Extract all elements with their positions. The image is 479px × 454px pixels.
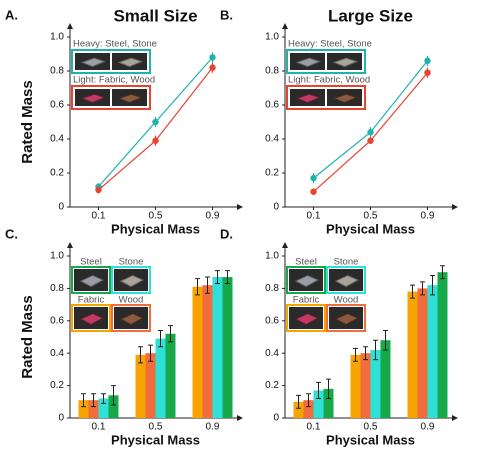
y-tick-label: 0.2 (265, 168, 279, 179)
legend-label: Fabric (293, 295, 320, 306)
point (367, 129, 373, 135)
bar (223, 277, 233, 418)
point (152, 138, 158, 144)
y-tick-label: 0.2 (265, 380, 279, 391)
x-tick-label: 0.1 (92, 211, 106, 222)
x-tick-label: 0.1 (307, 422, 321, 433)
y-axis-arrow (67, 23, 73, 29)
y-tick-label: 1.0 (50, 32, 64, 43)
bar (428, 285, 438, 418)
bar (351, 355, 361, 418)
y-axis-label: Rated Mass (19, 295, 36, 378)
x-tick-label: 0.1 (307, 211, 321, 222)
legend-label: Light: Fabric, Wood (288, 75, 370, 86)
point (209, 64, 215, 70)
panel-label: C. (5, 226, 18, 241)
point (95, 187, 101, 193)
y-tick-label: 1.0 (265, 32, 279, 43)
y-axis-arrow (282, 242, 288, 248)
y-tick-label: 0.8 (50, 66, 64, 77)
legend-label: Heavy: Steel, Stone (73, 39, 157, 50)
y-tick-label: 0.6 (50, 315, 64, 326)
bar (438, 272, 448, 418)
y-tick-label: 0.8 (50, 283, 64, 294)
legend-label: Wood (119, 295, 144, 306)
y-axis-arrow (67, 242, 73, 248)
point (367, 138, 373, 144)
legend-label: Light: Fabric, Wood (73, 75, 155, 86)
panel-title: Small Size (113, 6, 197, 25)
point (310, 189, 316, 195)
y-tick-label: 0.2 (50, 168, 64, 179)
bar (408, 292, 418, 418)
bar (213, 277, 223, 418)
legend-label: Heavy: Steel, Stone (288, 39, 372, 50)
bar (156, 339, 166, 418)
bar (166, 334, 176, 418)
legend-label: Stone (119, 257, 144, 268)
y-tick-label: 0.4 (50, 348, 64, 359)
x-axis-arrow (452, 204, 458, 210)
point (209, 54, 215, 60)
y-tick-label: 0.4 (265, 134, 279, 145)
point (310, 175, 316, 181)
legend-label: Wood (334, 295, 359, 306)
x-tick-label: 0.9 (421, 211, 435, 222)
x-tick-label: 0.9 (206, 211, 220, 222)
y-tick-label: 1.0 (265, 251, 279, 262)
x-axis-label: Physical Mass (326, 221, 415, 236)
x-axis-label: Physical Mass (326, 432, 415, 447)
y-tick-label: 0.8 (265, 66, 279, 77)
x-axis-arrow (452, 415, 458, 421)
legend-label: Stone (334, 257, 359, 268)
panel-label: A. (5, 7, 18, 22)
panel-title: Large Size (328, 6, 413, 25)
point (424, 58, 430, 64)
panel-label: D. (220, 226, 233, 241)
x-tick-label: 0.5 (364, 211, 378, 222)
y-tick-label: 0.6 (265, 315, 279, 326)
bar (136, 355, 146, 418)
bar (361, 353, 371, 418)
y-tick-label: 0 (58, 413, 64, 424)
y-tick-label: 1.0 (50, 251, 64, 262)
bar (146, 353, 156, 418)
figure: A. Small Size Rated Mass Physical Mass 0 0.2 0… (0, 0, 479, 454)
x-axis-arrow (237, 415, 243, 421)
y-tick-label: 0 (273, 413, 279, 424)
y-tick-label: 0 (273, 202, 279, 213)
x-tick-label: 0.9 (421, 422, 435, 433)
x-tick-label: 0.9 (206, 422, 220, 433)
legend-label: Fabric (78, 295, 105, 306)
y-tick-label: 0.8 (265, 283, 279, 294)
bar (203, 285, 213, 418)
point (424, 70, 430, 76)
y-tick-label: 0.4 (265, 348, 279, 359)
y-axis-label: Rated Mass (19, 80, 36, 163)
x-axis-label: Physical Mass (111, 221, 200, 236)
bar (418, 288, 428, 418)
x-axis-arrow (237, 204, 243, 210)
x-tick-label: 0.5 (149, 422, 163, 433)
bar (193, 287, 203, 418)
x-tick-label: 0.1 (92, 422, 106, 433)
point (152, 119, 158, 125)
y-tick-label: 0.2 (50, 380, 64, 391)
y-axis-arrow (282, 23, 288, 29)
y-tick-label: 0.6 (50, 100, 64, 111)
legend-label: Steel (80, 257, 102, 268)
y-tick-label: 0 (58, 202, 64, 213)
bar (381, 340, 391, 418)
x-axis-label: Physical Mass (111, 432, 200, 447)
x-tick-label: 0.5 (364, 422, 378, 433)
y-tick-label: 0.4 (50, 134, 64, 145)
panel-label: B. (220, 7, 233, 22)
y-tick-label: 0.6 (265, 100, 279, 111)
x-tick-label: 0.5 (149, 211, 163, 222)
legend-label: Steel (295, 257, 317, 268)
